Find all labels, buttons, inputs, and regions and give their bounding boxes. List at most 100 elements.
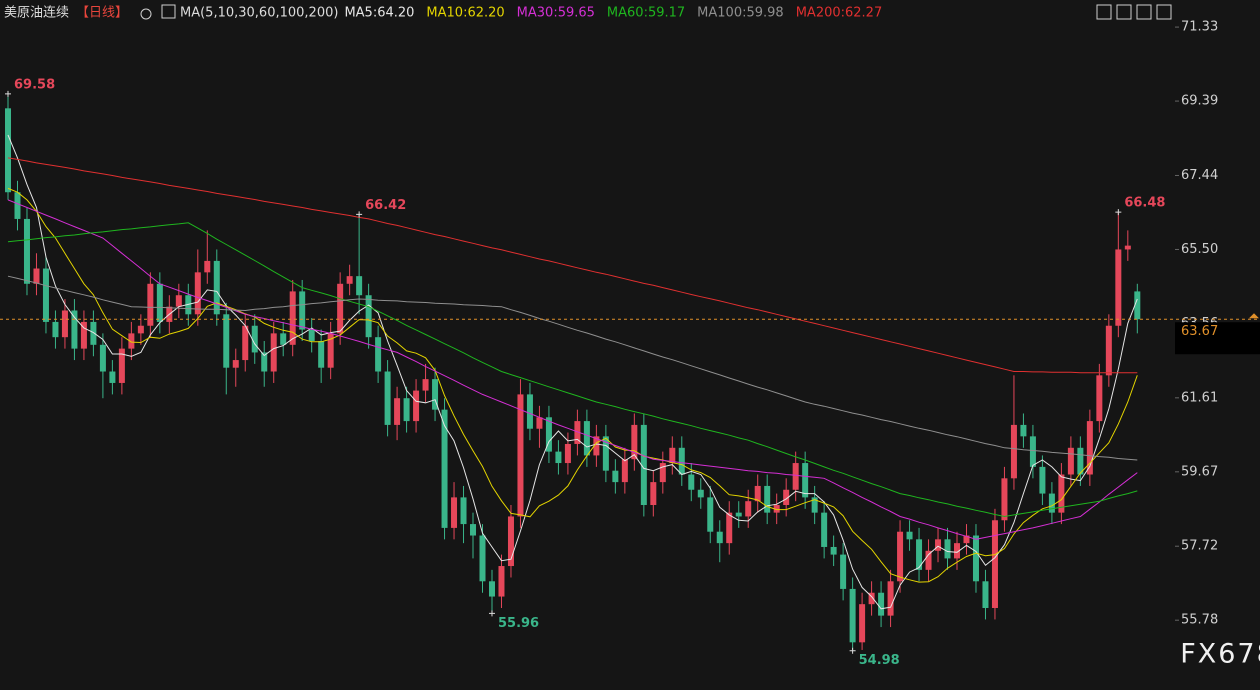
candle-body	[1105, 325, 1112, 376]
candle-body	[128, 333, 135, 349]
y-tick-label: 65.50	[1181, 242, 1218, 257]
candle-body	[61, 310, 68, 338]
candle-body	[1039, 466, 1046, 494]
candle-body	[650, 482, 657, 506]
candle-body	[1115, 249, 1122, 326]
high-annotation: 66.42	[365, 198, 406, 213]
toolbar-icon[interactable]	[1156, 4, 1172, 20]
candle-body	[365, 295, 372, 338]
candle-body	[726, 512, 733, 544]
price-label: 63.67	[1181, 324, 1218, 339]
candle-body	[498, 566, 505, 597]
candle-body	[118, 348, 125, 383]
candle-body	[422, 379, 429, 391]
candle-body	[213, 260, 220, 315]
ma-line	[7, 222, 1138, 518]
candle-body	[925, 550, 932, 570]
toolbar-icon[interactable]	[1136, 4, 1152, 20]
ma-line	[7, 157, 1138, 374]
ma-line	[7, 187, 1138, 583]
candle-body	[555, 451, 562, 464]
candle-body	[574, 421, 581, 444]
candle-body	[356, 276, 363, 296]
candle-body	[451, 497, 458, 528]
candle-body	[659, 463, 666, 483]
chart-title: 美原油连续	[4, 5, 69, 21]
candle-body	[811, 497, 818, 513]
candle-body	[346, 276, 353, 284]
candle-body	[954, 543, 960, 559]
candle-body	[821, 512, 828, 547]
candle-body	[745, 501, 752, 517]
candle-body	[707, 497, 714, 532]
candle-body	[109, 371, 116, 383]
legend-entry: MA30:59.65	[517, 6, 595, 21]
candle-body	[1086, 421, 1093, 475]
watermark: FX678	[1180, 639, 1260, 670]
candle-body	[1058, 474, 1065, 513]
header-icons	[140, 4, 1172, 20]
candle-body	[23, 218, 30, 284]
candle-body	[697, 489, 704, 498]
candle-body	[14, 192, 21, 219]
candle-body	[5, 108, 11, 193]
candle-body	[678, 447, 685, 475]
candle-body	[773, 505, 780, 513]
indicator-icon[interactable]	[161, 4, 176, 19]
candle-body	[280, 333, 287, 345]
candle-body	[242, 325, 249, 361]
candle-body	[1010, 424, 1017, 479]
toolbar-icon[interactable]	[1096, 4, 1112, 20]
candle-body	[1029, 436, 1036, 467]
period-label: 【日线】	[76, 6, 128, 21]
candle-body	[906, 531, 913, 540]
candle-body	[337, 283, 344, 334]
candle-body	[688, 474, 695, 490]
candle-body	[982, 581, 989, 608]
ma-line	[7, 134, 1138, 610]
candle-body	[384, 371, 391, 425]
toolbar-icon[interactable]	[1116, 4, 1132, 20]
candles	[5, 93, 1141, 651]
low-annotation: 55.96	[498, 616, 539, 631]
candle-body	[526, 394, 533, 429]
candle-body	[223, 314, 230, 368]
candle-body	[868, 592, 875, 605]
candle-body	[137, 325, 144, 334]
candle-body	[564, 443, 571, 464]
candle-body	[621, 459, 628, 483]
candle-body	[536, 417, 543, 429]
add-icon[interactable]	[140, 8, 152, 20]
candle-body	[859, 604, 866, 643]
candle-body	[261, 352, 268, 372]
candle-body	[972, 535, 979, 582]
candle-body	[80, 321, 87, 349]
y-tick-label: 69.39	[1181, 94, 1218, 109]
candle-body	[52, 321, 59, 338]
candle-body	[840, 554, 847, 589]
candle-body	[460, 497, 467, 525]
candle-body	[517, 394, 524, 517]
candle-body	[991, 520, 998, 608]
ma-line	[7, 275, 1138, 461]
candle-body	[1020, 424, 1027, 437]
candle-body	[90, 321, 97, 345]
ma-line	[7, 199, 1138, 540]
legend-entry: MA100:59.98	[697, 6, 784, 21]
candle-body	[299, 291, 306, 330]
candle-body	[488, 581, 495, 597]
candle-body	[470, 524, 477, 536]
y-tick-label: 55.78	[1181, 613, 1218, 628]
legend-entry: MA5:64.20	[344, 6, 414, 21]
candle-body	[251, 325, 258, 353]
candle-body	[716, 531, 723, 544]
candle-body	[175, 295, 182, 307]
candle-body	[289, 291, 296, 345]
low-annotation: 54.98	[859, 653, 900, 668]
high-annotation: 66.48	[1124, 196, 1165, 211]
indicator-label: MA(5,10,30,60,100,200)	[180, 6, 338, 21]
candle-body	[270, 333, 277, 372]
candle-body	[1001, 478, 1008, 521]
